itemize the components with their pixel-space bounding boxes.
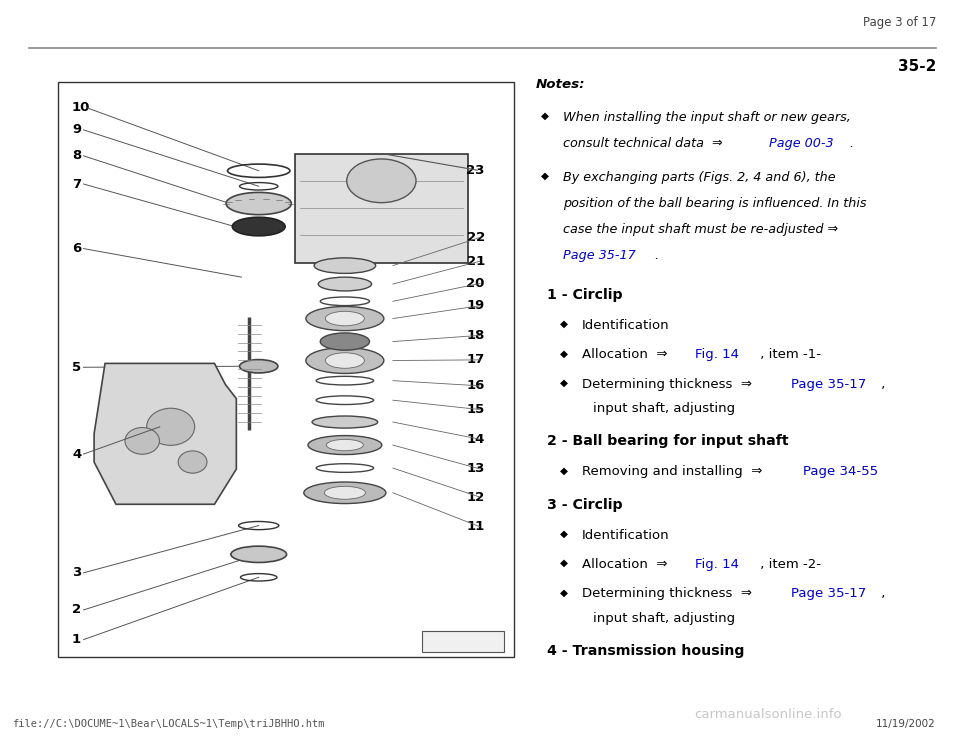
Ellipse shape [306, 347, 384, 373]
Text: Identification: Identification [582, 529, 669, 542]
Text: carmanualsonline.info: carmanualsonline.info [694, 708, 842, 721]
Text: 1: 1 [72, 633, 82, 646]
Ellipse shape [314, 258, 375, 273]
Text: consult technical data  ⇒: consult technical data ⇒ [563, 137, 731, 150]
Text: 22: 22 [467, 231, 485, 244]
Text: Removing and installing  ⇒: Removing and installing ⇒ [582, 465, 771, 479]
Text: ◆: ◆ [560, 319, 567, 329]
Text: 14: 14 [467, 433, 485, 446]
Text: .: . [651, 249, 659, 262]
Circle shape [179, 451, 207, 473]
Bar [422, 631, 504, 652]
Text: Identification: Identification [582, 319, 669, 332]
Text: input shaft, adjusting: input shaft, adjusting [593, 402, 735, 416]
Ellipse shape [325, 312, 365, 326]
Text: 2 - Ball bearing for input shaft: 2 - Ball bearing for input shaft [547, 434, 789, 448]
Text: , item -1-: , item -1- [756, 348, 821, 361]
Text: ◆: ◆ [560, 558, 567, 568]
Text: Determining thickness  ⇒: Determining thickness ⇒ [582, 588, 760, 600]
Ellipse shape [308, 436, 382, 455]
Text: 20: 20 [467, 277, 485, 290]
Text: 15: 15 [467, 403, 485, 416]
Text: 10: 10 [72, 101, 90, 114]
Text: Notes:: Notes: [536, 78, 586, 91]
Text: ◆: ◆ [540, 111, 548, 120]
Text: Page 35-17: Page 35-17 [791, 588, 866, 600]
Ellipse shape [306, 306, 384, 331]
Text: 5: 5 [72, 361, 82, 374]
Text: 8: 8 [72, 149, 82, 162]
Ellipse shape [326, 439, 363, 450]
Text: ◆: ◆ [560, 378, 567, 387]
Text: 2: 2 [72, 603, 82, 617]
Text: 1 - Circlip: 1 - Circlip [547, 288, 623, 302]
Text: position of the ball bearing is influenced. In this: position of the ball bearing is influenc… [563, 197, 866, 210]
Text: Allocation  ⇒: Allocation ⇒ [582, 558, 676, 571]
Text: 19: 19 [467, 299, 485, 312]
Text: , item -2-: , item -2- [756, 558, 821, 571]
Text: 3 - Circlip: 3 - Circlip [547, 498, 623, 511]
Text: Page 34-55: Page 34-55 [803, 465, 877, 479]
Ellipse shape [321, 333, 370, 350]
Bar [58, 82, 514, 657]
Circle shape [147, 408, 195, 445]
Ellipse shape [232, 217, 285, 236]
Ellipse shape [227, 192, 292, 214]
Ellipse shape [325, 352, 365, 368]
Circle shape [125, 427, 159, 454]
Text: 21: 21 [467, 255, 485, 268]
Ellipse shape [347, 159, 416, 203]
Text: 3: 3 [72, 566, 82, 580]
Text: 7: 7 [72, 177, 82, 191]
Ellipse shape [324, 486, 366, 499]
Text: ◆: ◆ [560, 529, 567, 539]
Text: 17: 17 [467, 353, 485, 367]
Text: 35-2: 35-2 [898, 59, 936, 74]
Text: 6: 6 [72, 242, 82, 255]
Text: 4: 4 [72, 447, 82, 461]
Ellipse shape [318, 277, 372, 291]
Ellipse shape [230, 546, 286, 562]
Text: Determining thickness  ⇒: Determining thickness ⇒ [582, 378, 760, 391]
Text: 23: 23 [467, 164, 485, 177]
Text: Page 3 of 17: Page 3 of 17 [863, 16, 936, 30]
Text: .: . [846, 137, 853, 150]
Ellipse shape [303, 482, 386, 504]
Text: input shaft, adjusting: input shaft, adjusting [593, 612, 735, 625]
Text: ◆: ◆ [560, 588, 567, 597]
Text: 12: 12 [467, 490, 485, 504]
Text: Allocation  ⇒: Allocation ⇒ [582, 348, 676, 361]
Text: Page 35-17: Page 35-17 [563, 249, 636, 262]
Text: ◆: ◆ [540, 171, 548, 181]
Text: 13: 13 [467, 462, 485, 476]
Text: By exchanging parts (Figs. 2, 4 and 6), the: By exchanging parts (Figs. 2, 4 and 6), … [563, 171, 835, 184]
Text: 11/19/2002: 11/19/2002 [876, 719, 936, 729]
Text: 11: 11 [467, 520, 485, 533]
Text: 4 - Transmission housing: 4 - Transmission housing [547, 644, 745, 658]
Ellipse shape [312, 416, 377, 428]
Text: case the input shaft must be re-adjusted ⇒: case the input shaft must be re-adjusted… [563, 223, 838, 236]
Text: ◆: ◆ [560, 465, 567, 476]
Text: 18: 18 [467, 329, 485, 342]
Text: Page 35-17: Page 35-17 [791, 378, 866, 391]
Text: ◆: ◆ [560, 348, 567, 358]
Ellipse shape [240, 360, 278, 373]
Text: Fig. 14: Fig. 14 [695, 558, 739, 571]
Polygon shape [94, 364, 236, 505]
Text: Fig. 14: Fig. 14 [695, 348, 739, 361]
Text: Page 00-3: Page 00-3 [769, 137, 833, 150]
Text: ,: , [877, 588, 886, 600]
Text: 9: 9 [72, 123, 82, 137]
Text: ,: , [877, 378, 886, 391]
Text: 16: 16 [467, 379, 485, 393]
Text: N35-0063: N35-0063 [438, 637, 489, 647]
Bar [295, 154, 468, 263]
Text: When installing the input shaft or new gears,: When installing the input shaft or new g… [563, 111, 851, 124]
Text: file://C:\DOCUME~1\Bear\LOCALS~1\Temp\triJBHHO.htm: file://C:\DOCUME~1\Bear\LOCALS~1\Temp\tr… [12, 719, 324, 729]
